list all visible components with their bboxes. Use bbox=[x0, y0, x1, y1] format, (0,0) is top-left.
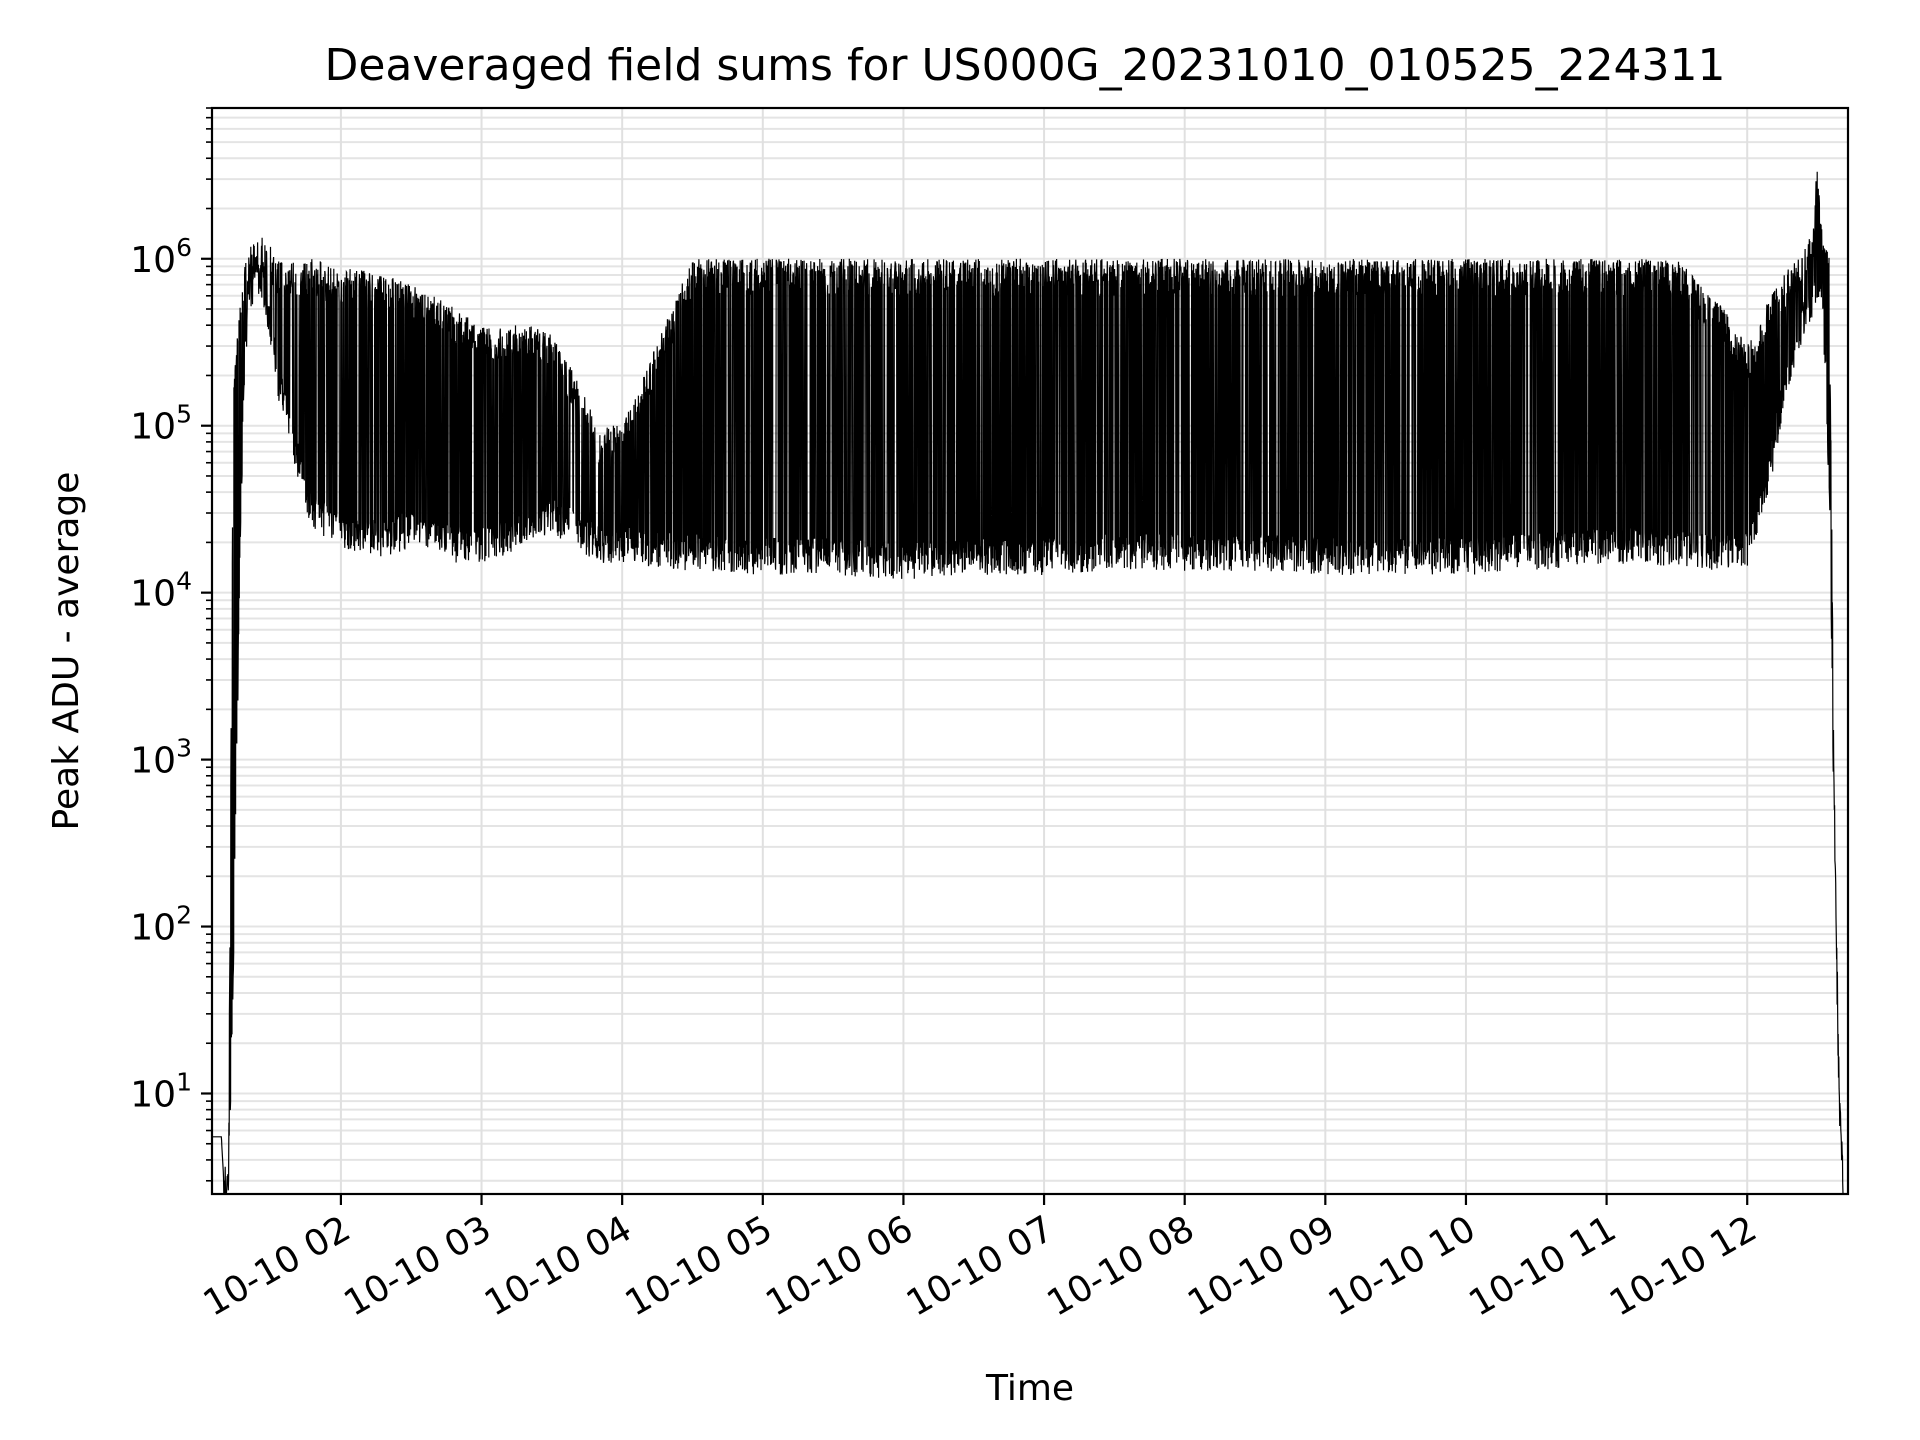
x-tick-label: 10-10 06 bbox=[759, 1208, 920, 1324]
series-line bbox=[212, 171, 1844, 1195]
y-tick-label: 106 bbox=[130, 233, 192, 281]
series-group bbox=[212, 171, 1844, 1195]
x-tick-label: 10-10 04 bbox=[478, 1208, 639, 1324]
x-tick-label: 10-10 11 bbox=[1462, 1208, 1623, 1324]
x-tick-label: 10-10 08 bbox=[1041, 1208, 1202, 1324]
x-tick-label: 10-10 07 bbox=[900, 1208, 1061, 1324]
plot-frame bbox=[210, 106, 1850, 1196]
y-axis-label: Peak ADU - average bbox=[46, 472, 87, 831]
chart-title: Deaveraged field sums for US000G_2023101… bbox=[324, 40, 1725, 91]
x-tick-label: 10-10 05 bbox=[619, 1208, 780, 1324]
y-tick-label: 104 bbox=[130, 567, 192, 615]
x-tick-label: 10-10 02 bbox=[197, 1208, 358, 1324]
y-axis: 101 102 103 104 105 106 bbox=[130, 107, 212, 1182]
x-axis-label: Time bbox=[985, 1368, 1074, 1409]
y-tick-label: 101 bbox=[130, 1067, 192, 1115]
y-tick-label: 105 bbox=[130, 400, 192, 448]
x-tick-label: 10-10 10 bbox=[1322, 1208, 1483, 1324]
y-tick-label: 103 bbox=[130, 734, 192, 782]
x-tick-label: 10-10 12 bbox=[1603, 1208, 1764, 1324]
y-tick-label: 102 bbox=[130, 901, 192, 949]
x-tick-label: 10-10 03 bbox=[337, 1208, 498, 1324]
x-tick-label: 10-10 09 bbox=[1181, 1208, 1342, 1324]
